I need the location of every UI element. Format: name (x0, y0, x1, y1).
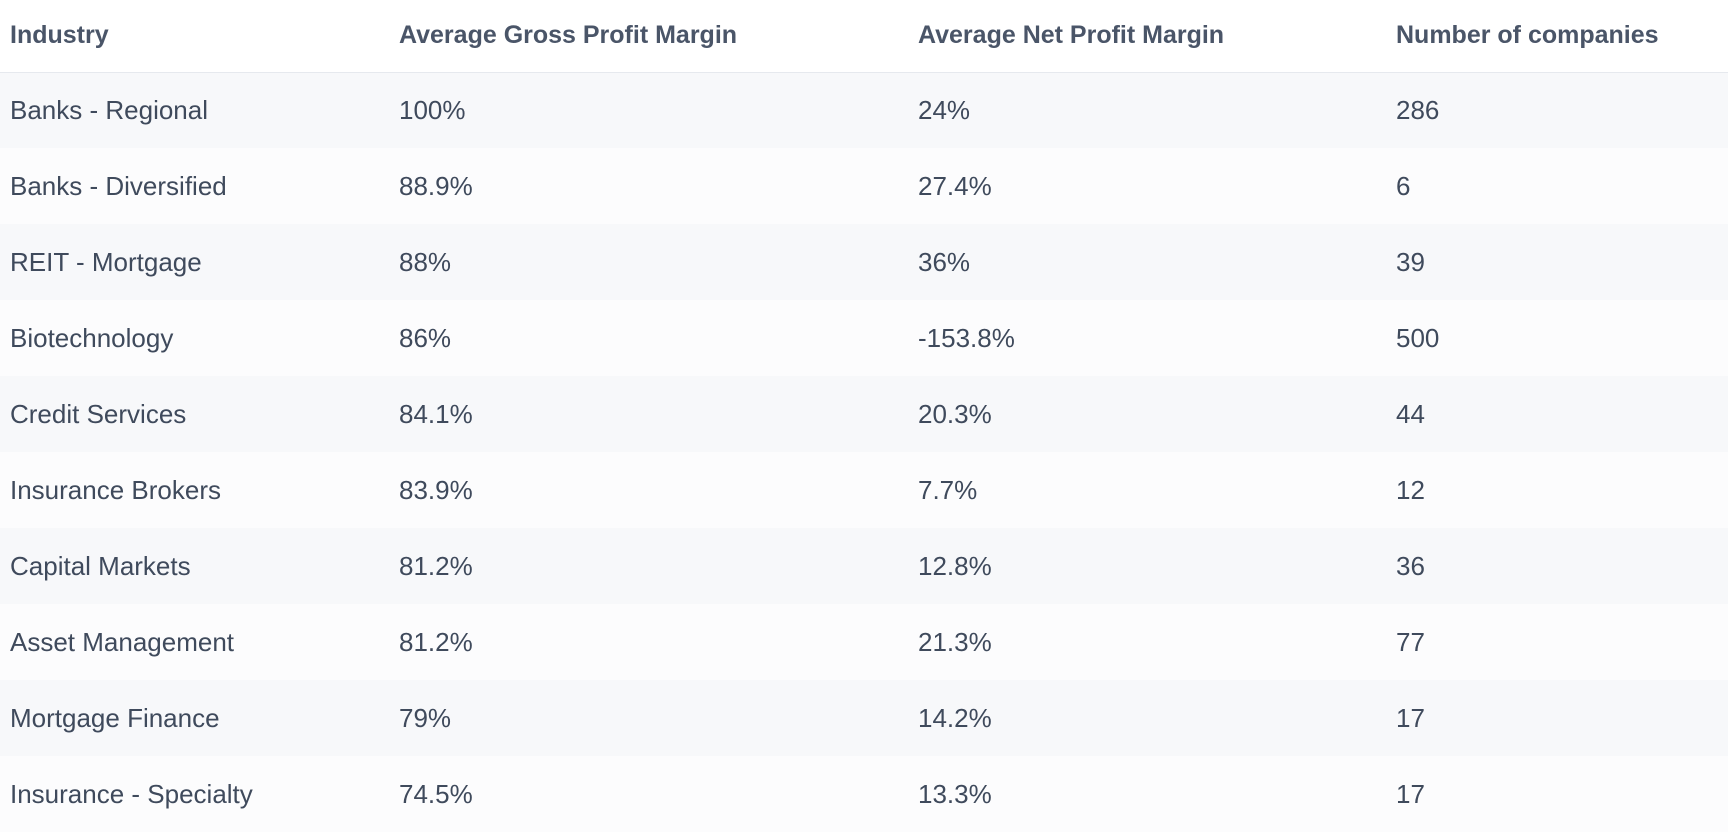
cell-company-count: 17 (1396, 702, 1425, 733)
cell-net-margin: 27.4% (918, 170, 992, 201)
cell-net-margin: 13.3% (918, 778, 992, 809)
cell-gross-margin: 88% (399, 246, 452, 277)
cell-net-margin: 20.3% (918, 398, 992, 429)
table-body: Banks - Regional 100% 24% 286 Banks - Di… (0, 72, 1728, 832)
cell-gross-margin: 88.9% (399, 170, 473, 201)
cell-net-margin: 7.7% (918, 474, 978, 505)
table-row: Banks - Diversified 88.9% 27.4% 6 (0, 148, 1728, 224)
cell-company-count: 17 (1396, 778, 1425, 809)
table-header: Industry Average Gross Profit Margin Ave… (0, 0, 1728, 72)
cell-net-margin: -153.8% (918, 322, 1015, 353)
cell-net-margin: 36% (918, 246, 971, 277)
cell-industry: Credit Services (10, 398, 187, 429)
cell-industry: Capital Markets (10, 550, 191, 581)
cell-net-margin: 21.3% (918, 626, 992, 657)
cell-net-margin: 14.2% (918, 702, 992, 733)
header-industry[interactable]: Industry (10, 21, 109, 50)
header-row: Industry Average Gross Profit Margin Ave… (0, 0, 1728, 72)
cell-company-count: 12 (1396, 474, 1425, 505)
header-avg-net-profit-margin[interactable]: Average Net Profit Margin (918, 21, 1225, 50)
cell-gross-margin: 81.2% (399, 550, 473, 581)
cell-company-count: 44 (1396, 398, 1425, 429)
cell-industry: REIT - Mortgage (10, 246, 202, 277)
table-row: Banks - Regional 100% 24% 286 (0, 72, 1728, 148)
cell-gross-margin: 86% (399, 322, 452, 353)
cell-industry: Biotechnology (10, 322, 174, 353)
cell-net-margin: 24% (918, 94, 971, 125)
cell-company-count: 77 (1396, 626, 1425, 657)
table-row: REIT - Mortgage 88% 36% 39 (0, 224, 1728, 300)
table-row: Mortgage Finance 79% 14.2% 17 (0, 680, 1728, 756)
cell-gross-margin: 83.9% (399, 474, 473, 505)
table-row: Biotechnology 86% -153.8% 500 (0, 300, 1728, 376)
cell-company-count: 500 (1396, 322, 1440, 353)
cell-industry: Asset Management (10, 626, 235, 657)
cell-company-count: 6 (1396, 170, 1411, 201)
header-number-of-companies[interactable]: Number of companies (1396, 21, 1659, 50)
cell-gross-margin: 100% (399, 94, 466, 125)
table-row: Insurance - Specialty 74.5% 13.3% 17 (0, 756, 1728, 832)
cell-industry: Insurance Brokers (10, 474, 221, 505)
cell-industry: Banks - Regional (10, 94, 208, 125)
cell-industry: Banks - Diversified (10, 170, 227, 201)
cell-gross-margin: 74.5% (399, 778, 473, 809)
table-row: Insurance Brokers 83.9% 7.7% 12 (0, 452, 1728, 528)
cell-industry: Mortgage Finance (10, 702, 220, 733)
table-row: Asset Management 81.2% 21.3% 77 (0, 604, 1728, 680)
cell-company-count: 39 (1396, 246, 1425, 277)
cell-company-count: 286 (1396, 94, 1440, 125)
cell-gross-margin: 81.2% (399, 626, 473, 657)
cell-industry: Insurance - Specialty (10, 778, 253, 809)
cell-gross-margin: 84.1% (399, 398, 473, 429)
header-avg-gross-profit-margin[interactable]: Average Gross Profit Margin (399, 21, 738, 50)
cell-company-count: 36 (1396, 550, 1425, 581)
table-row: Credit Services 84.1% 20.3% 44 (0, 376, 1728, 452)
table-row: Capital Markets 81.2% 12.8% 36 (0, 528, 1728, 604)
cell-gross-margin: 79% (399, 702, 452, 733)
cell-net-margin: 12.8% (918, 550, 992, 581)
